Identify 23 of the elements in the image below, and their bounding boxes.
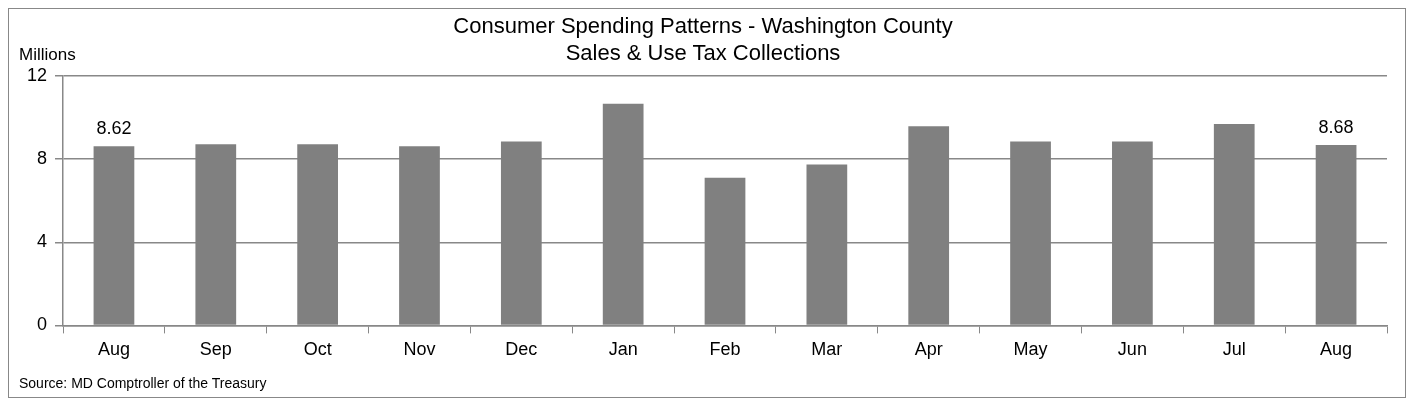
x-tick-label: Jun	[1117, 339, 1147, 360]
y-tick-label: 4	[37, 231, 48, 252]
x-tick-label: Nov	[403, 339, 436, 360]
x-tick-label: Aug	[1320, 339, 1353, 360]
y-tick-label: 8	[37, 148, 48, 169]
y-tick-label: 12	[26, 64, 48, 85]
x-tick-label: Apr	[914, 339, 943, 360]
y-axis-title: Millions	[19, 45, 76, 65]
y-tick-label: 0	[37, 314, 48, 335]
x-tick-label: Sep	[199, 339, 232, 360]
x-tick-label: Oct	[303, 339, 332, 360]
text: Consumer Spending Patterns - Washington County	[453, 12, 953, 38]
data-label: 8.62	[96, 118, 132, 139]
x-tick-label: Jul	[1222, 339, 1246, 360]
x-tick-label: Dec	[505, 339, 538, 360]
data-label: 8.68	[1318, 116, 1354, 137]
text: Sales & Use Tax Collections	[565, 40, 841, 66]
x-tick-label: Aug	[97, 339, 130, 360]
x-tick-label: Feb	[709, 339, 741, 360]
x-tick-label: May	[1013, 339, 1048, 360]
x-tick-label: Mar	[811, 339, 843, 360]
source-note: Source: MD Comptroller of the Treasury	[19, 374, 267, 391]
x-tick-label: Jan	[608, 339, 638, 360]
